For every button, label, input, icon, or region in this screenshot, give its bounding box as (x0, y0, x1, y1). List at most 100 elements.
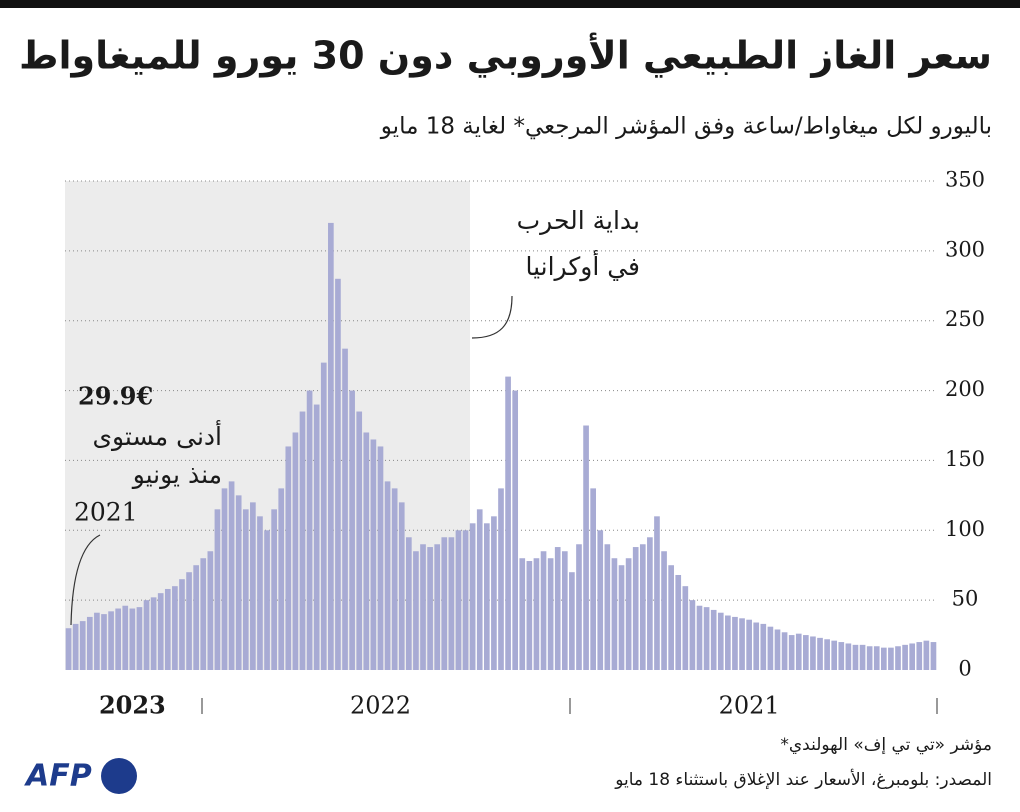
bar (150, 597, 157, 670)
bar (710, 609, 717, 670)
war-leader (471, 295, 513, 339)
bar (604, 544, 611, 670)
bar (880, 647, 887, 670)
bar (526, 561, 533, 670)
bar (916, 642, 923, 670)
bars (65, 222, 937, 670)
bar (193, 565, 199, 670)
bar (803, 635, 809, 670)
chart-title: سعر الغاز الطبيعي الأوروبي دون 30 يورو ل… (19, 32, 992, 79)
bar (157, 593, 164, 670)
war-annotation: بداية الحرب (517, 206, 640, 235)
bar (242, 509, 249, 670)
bar (108, 611, 114, 670)
bar (235, 495, 242, 670)
bar (852, 644, 859, 670)
bar (391, 488, 398, 670)
bar (795, 633, 802, 670)
bar (455, 530, 462, 670)
bar (483, 523, 490, 670)
bar (810, 636, 816, 670)
bar (299, 411, 306, 670)
bar (632, 547, 639, 670)
bar (512, 390, 519, 670)
bar (335, 278, 341, 670)
bar (576, 544, 582, 670)
bar (136, 607, 143, 670)
bar (469, 523, 476, 670)
bar (675, 574, 682, 670)
footnote: *مؤشر «تي تي إف» الهولندي (780, 735, 992, 755)
bar (122, 605, 129, 670)
bar (65, 628, 72, 670)
bar (639, 544, 646, 670)
y-tick-label: 50 (952, 587, 979, 611)
bar (363, 432, 370, 670)
x-tick-label: 2021 (719, 692, 780, 720)
bar (179, 579, 185, 670)
bar (611, 558, 618, 670)
bar (101, 614, 107, 670)
low-note: منذ يونيو (131, 460, 222, 489)
y-tick-label: 0 (958, 657, 971, 681)
bar (866, 646, 873, 670)
logo-circle (101, 758, 137, 794)
bar (292, 432, 299, 670)
bar (838, 642, 845, 670)
bar (533, 558, 540, 670)
bar (398, 502, 405, 670)
y-tick-label: 200 (945, 377, 985, 401)
bar (413, 551, 419, 670)
bar (143, 600, 150, 670)
bar (278, 488, 285, 670)
bar (129, 608, 136, 670)
bar (547, 558, 554, 670)
bar (767, 626, 774, 670)
bar (682, 586, 689, 670)
bar (186, 572, 192, 670)
bar (597, 530, 604, 670)
bar (554, 547, 561, 670)
bar (320, 362, 327, 670)
bar (448, 537, 455, 670)
bar (732, 616, 738, 670)
bar (285, 446, 292, 670)
bar (271, 509, 277, 670)
bar (696, 605, 703, 670)
bar (519, 558, 526, 670)
bar (625, 558, 632, 670)
bar (618, 565, 625, 670)
bar (79, 621, 86, 670)
y-tick-label: 250 (945, 307, 985, 331)
bar (689, 600, 696, 670)
bar (207, 551, 214, 670)
bar (406, 537, 412, 670)
bar (895, 646, 901, 670)
bar (72, 623, 79, 670)
bar (746, 619, 752, 670)
bar (164, 588, 171, 670)
bar (668, 565, 674, 670)
war-annotation: في أوكرانيا (525, 249, 640, 282)
bar (753, 622, 760, 670)
low-value-label: 29.9€ (78, 382, 153, 411)
bar (923, 640, 930, 670)
bar (420, 544, 426, 670)
bar (250, 502, 256, 670)
y-tick-label: 300 (945, 237, 985, 261)
bar (384, 481, 391, 670)
bar (760, 623, 767, 670)
bar (725, 615, 731, 670)
bar (342, 348, 348, 670)
y-tick-label: 350 (945, 168, 985, 192)
bar (491, 516, 497, 670)
chart-subtitle: باليورو لكل ميغاواط/ساعة وفق المؤشر المر… (380, 114, 992, 140)
low-note: أدنى مستوى (92, 419, 222, 451)
bar (306, 390, 313, 670)
bar (717, 612, 724, 670)
bar (739, 618, 745, 670)
x-tick-label: 2022 (350, 692, 411, 720)
bar (86, 616, 93, 670)
bar (824, 639, 830, 670)
